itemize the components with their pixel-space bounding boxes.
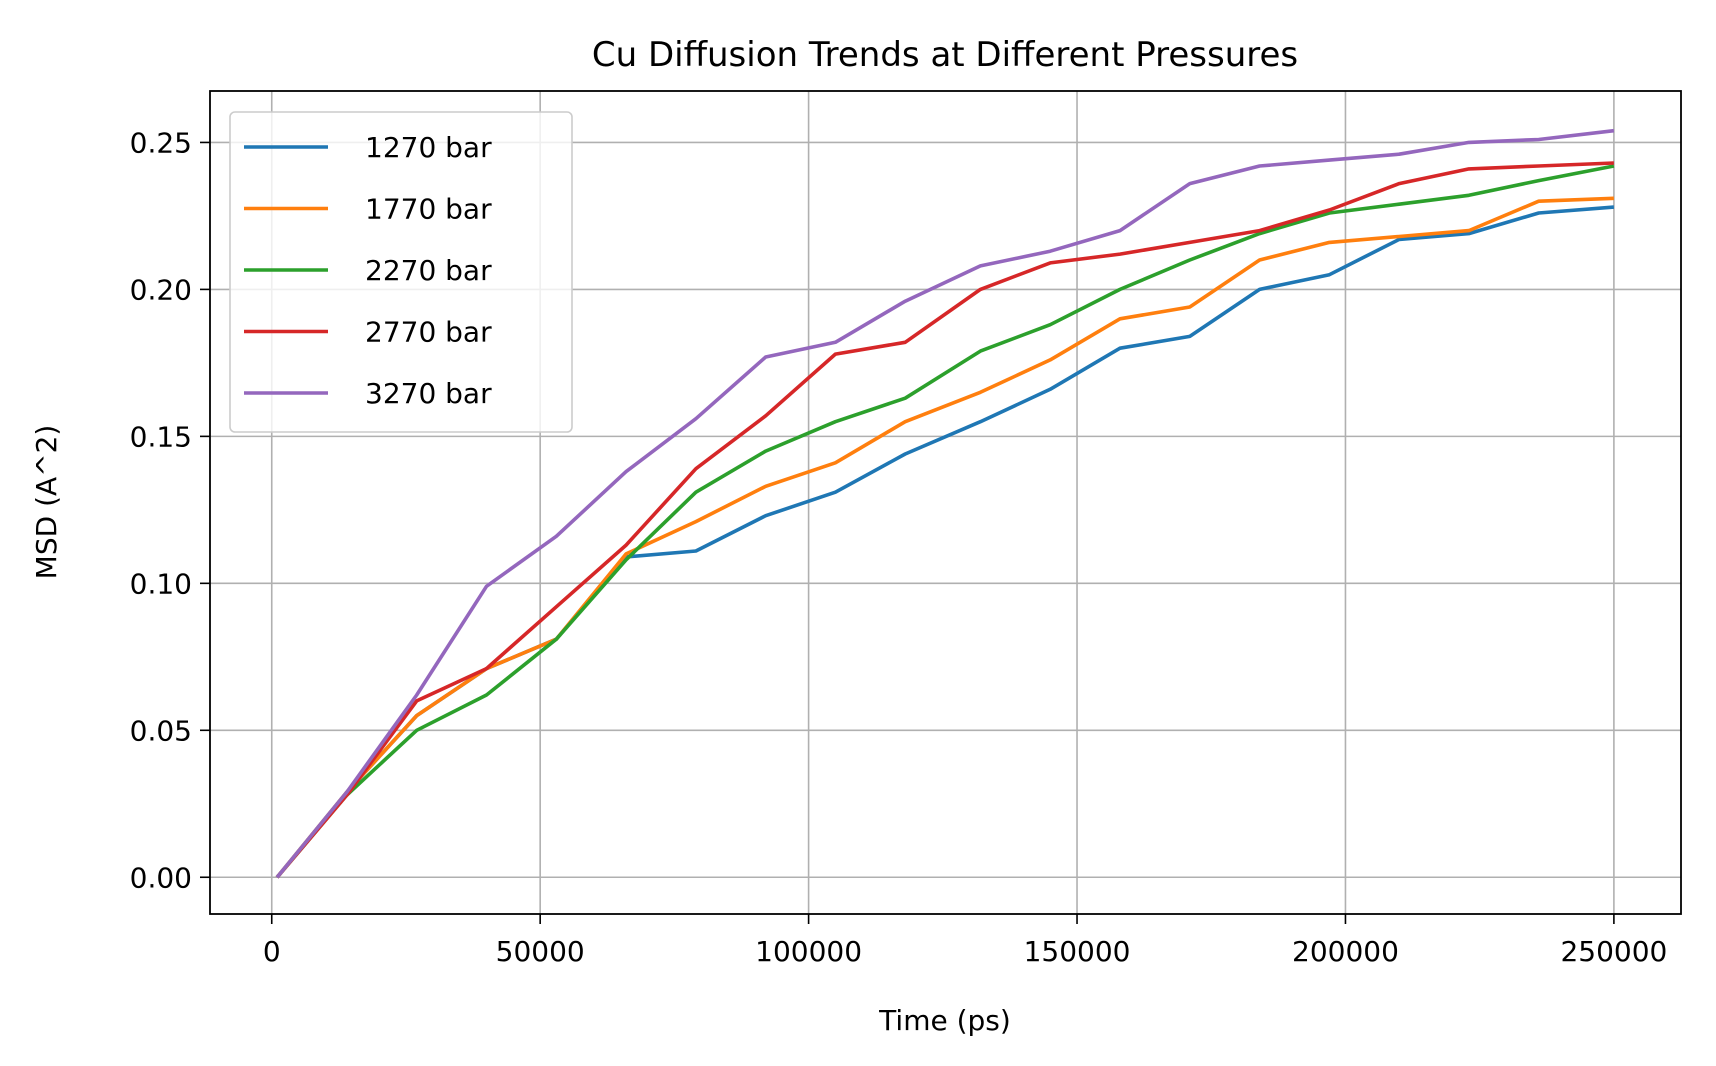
axes-frame [209, 90, 1682, 915]
x-tick-label: 50000 [496, 935, 585, 968]
y-tick-label: 0.10 [130, 567, 192, 600]
x-axis-label: Time (ps) [878, 1004, 1011, 1037]
series-line-2770-bar [275, 161, 1614, 879]
plot-area [275, 128, 1615, 879]
series-line-1770-bar [275, 196, 1614, 879]
y-tick-label: 0.15 [130, 420, 192, 453]
x-tick-label: 150000 [1024, 935, 1131, 968]
x-tick-label: 0 [263, 935, 281, 968]
legend-label-1270-bar: 1270 bar [365, 131, 492, 164]
x-tick-label: 100000 [755, 935, 862, 968]
y-tick-label: 0.00 [130, 861, 192, 894]
legend-label-1770-bar: 1770 bar [365, 193, 492, 226]
chart-title: Cu Diffusion Trends at Different Pressur… [592, 35, 1298, 75]
y-tick-label: 0.05 [130, 714, 192, 747]
legend-label-3270-bar: 3270 bar [365, 377, 492, 410]
series-line-3270-bar [275, 128, 1615, 879]
series-line-2270-bar [275, 164, 1615, 879]
y-tick-label: 0.20 [130, 273, 192, 306]
legend-label-2770-bar: 2770 bar [365, 316, 492, 349]
x-tick-label: 200000 [1292, 935, 1399, 968]
x-axis: 0 50000 100000 150000 200000 250000 [263, 914, 1667, 968]
legend-box [229, 111, 573, 433]
legend: 1270 bar 1770 bar 2270 bar 2770 bar 3270 bar [229, 111, 573, 433]
x-tick-label: 250000 [1560, 935, 1667, 968]
legend-label-2270-bar: 2270 bar [365, 254, 492, 287]
y-axis-label: MSD (A^2) [30, 425, 63, 580]
y-axis: 0.00 0.05 0.10 0.15 0.20 0.25 [130, 126, 210, 894]
y-tick-label: 0.25 [130, 126, 192, 159]
